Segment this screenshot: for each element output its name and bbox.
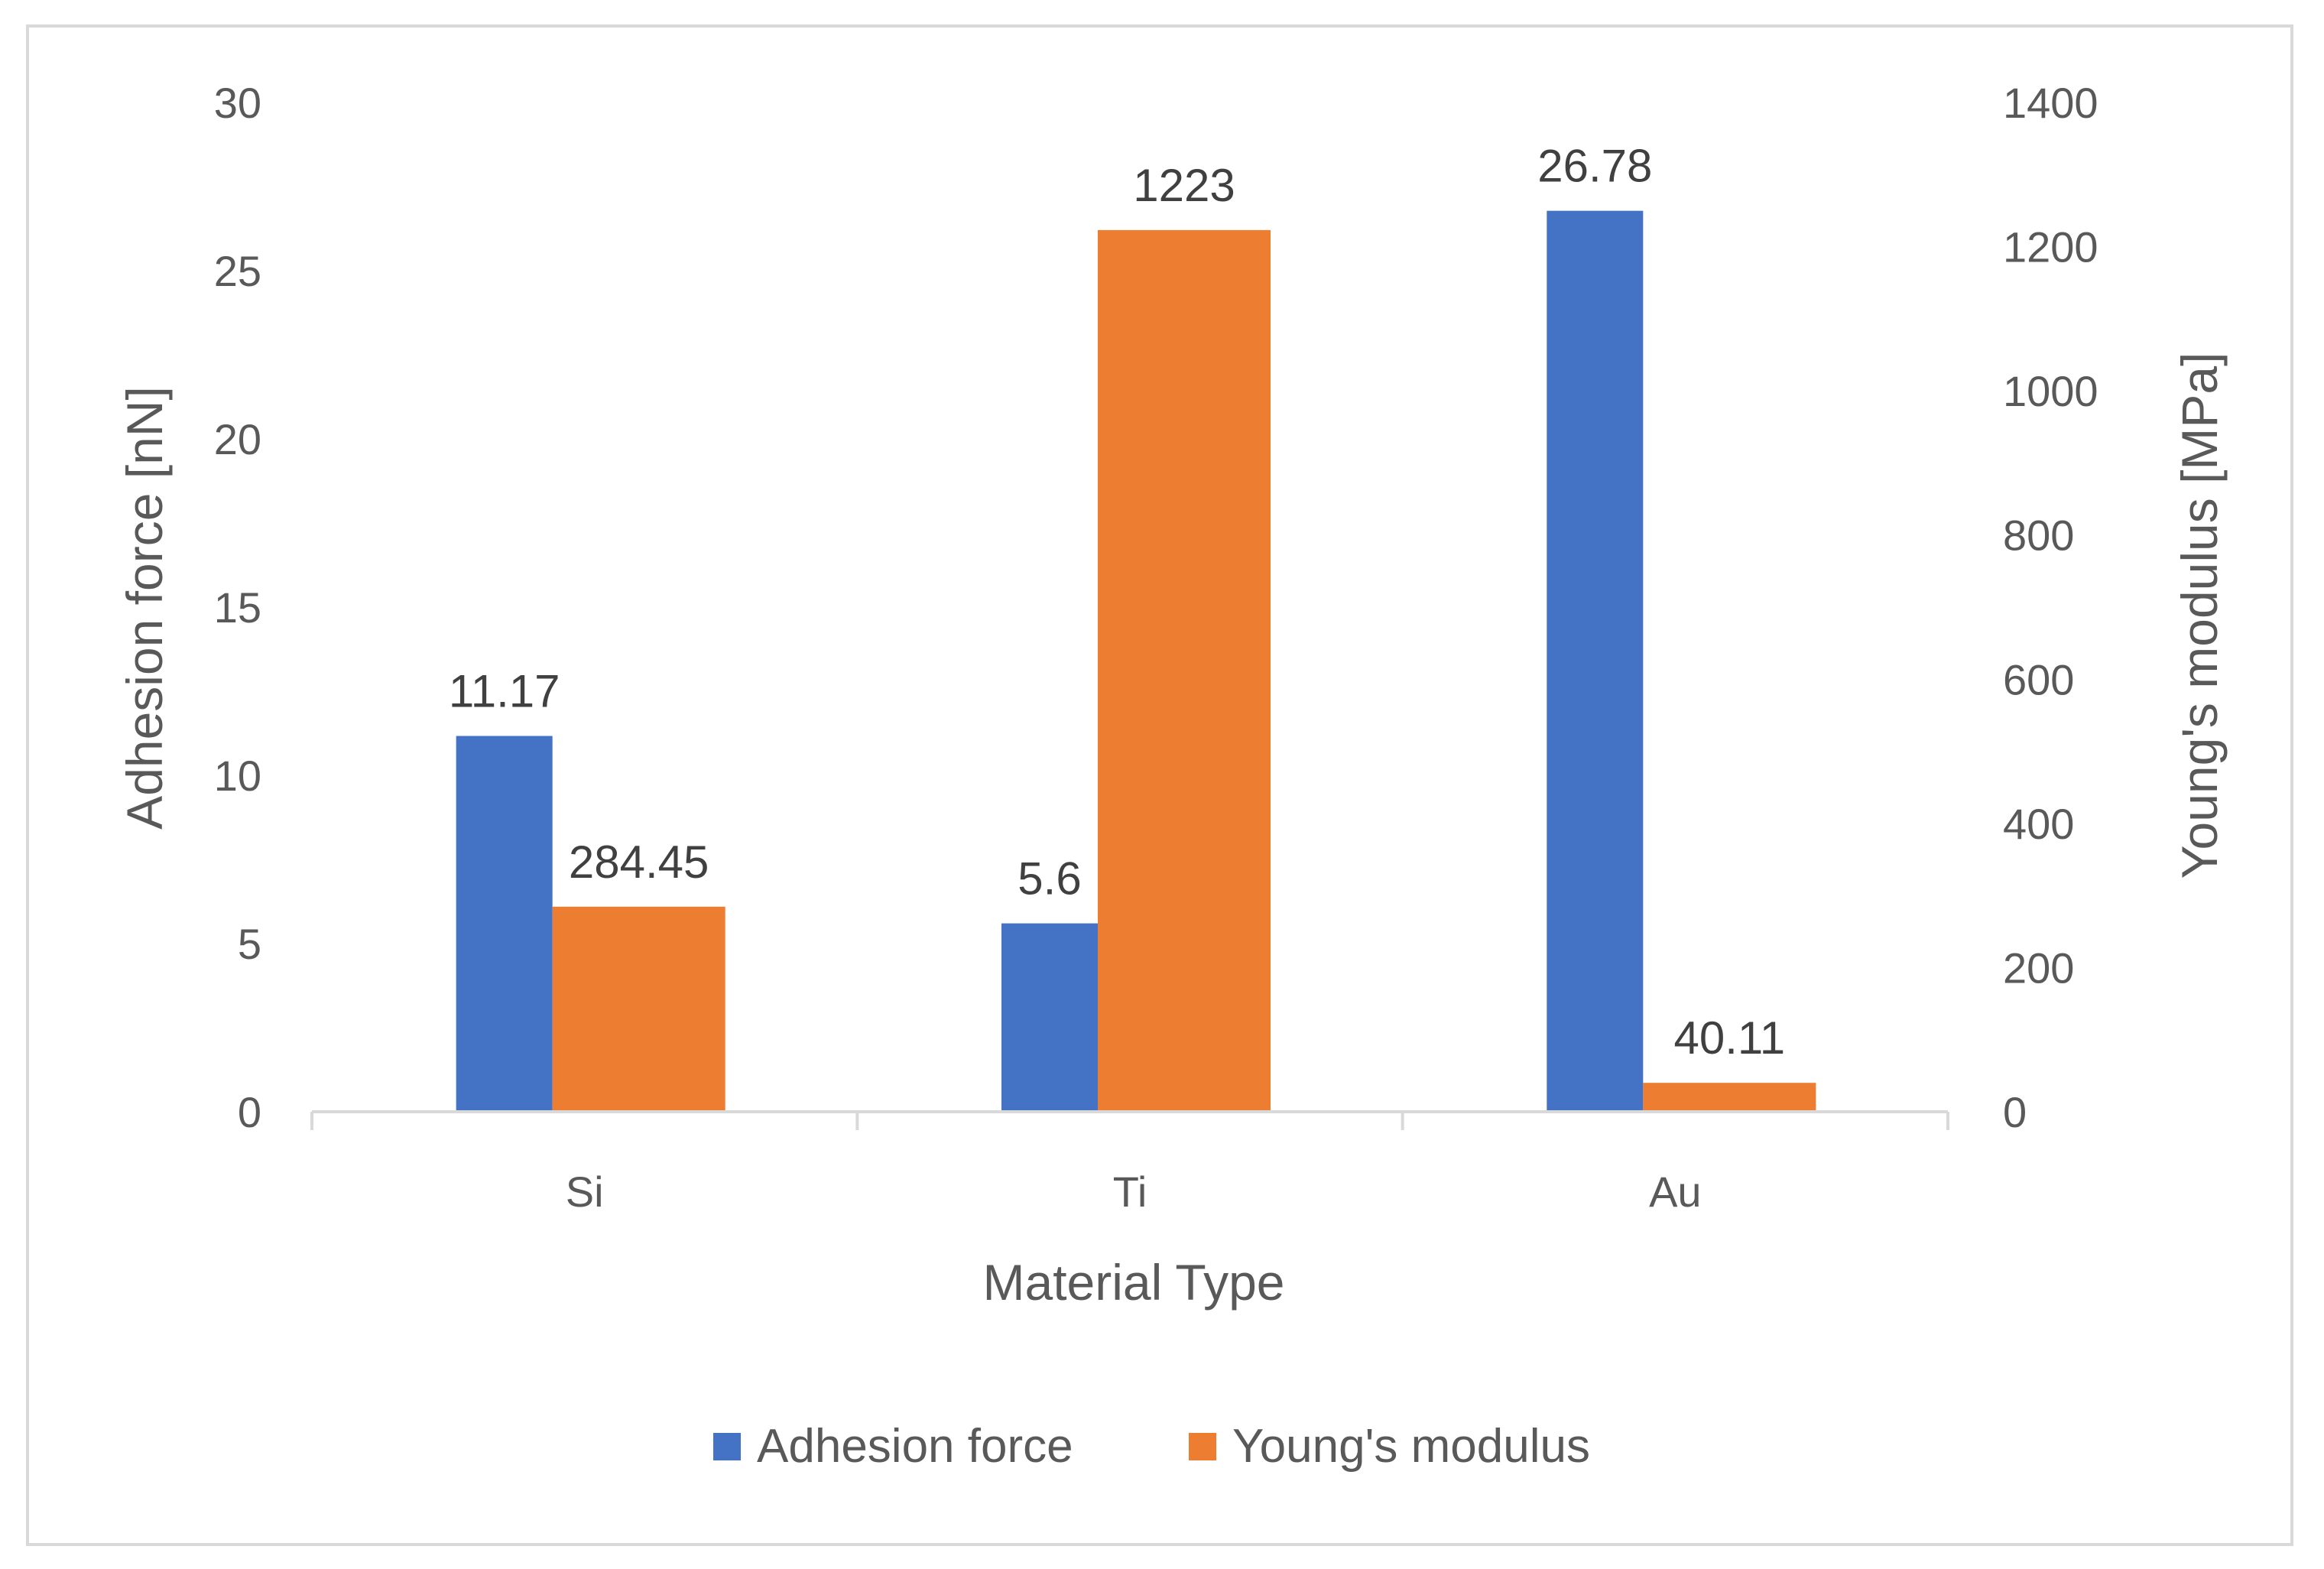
bar-young-s-modulus-au [1643, 1083, 1816, 1112]
y-axis-right-title: Young's modulus [MPa] [2171, 352, 2228, 879]
y-right-tick-label: 1000 [2003, 367, 2098, 415]
data-label-adhesion-force-ti: 5.6 [1018, 853, 1081, 905]
y-right-tick-label: 0 [2003, 1088, 2027, 1136]
legend-swatch-youngs-modulus [1189, 1433, 1216, 1460]
y-right-tick-label: 600 [2003, 655, 2074, 703]
y-left-tick-label: 15 [214, 583, 261, 632]
y-left-tick-label: 25 [214, 247, 261, 295]
data-label-young-s-modulus-ti: 1223 [1133, 160, 1235, 211]
x-axis [310, 1110, 1949, 1130]
x-tick-label-si: Si [566, 1168, 604, 1216]
bar-young-s-modulus-ti [1098, 229, 1271, 1112]
legend: Adhesion force Young's modulus [713, 1420, 1590, 1473]
x-tick-label-au: Au [1649, 1168, 1702, 1216]
legend-swatch-adhesion-force [713, 1433, 741, 1460]
y-right-tick-label: 800 [2003, 512, 2074, 560]
data-label-young-s-modulus-au: 40.11 [1673, 1012, 1785, 1064]
x-axis-title: Material Type [983, 1254, 1285, 1311]
x-axis-ticks: Si Ti Au [566, 1168, 1702, 1216]
legend-label-adhesion-force: Adhesion force [757, 1420, 1073, 1473]
x-tick-label-ti: Ti [1113, 1168, 1147, 1216]
right-axis-ticks: 0 200 400 600 800 1000 1200 1400 [2003, 79, 2098, 1136]
data-label-young-s-modulus-si: 284.45 [569, 836, 709, 888]
legend-label-youngs-modulus: Young's modulus [1232, 1420, 1590, 1473]
y-left-tick-label: 10 [214, 752, 261, 800]
data-label-adhesion-force-au: 26.78 [1537, 141, 1652, 192]
y-axis-left-title: Adhesion force [nN] [116, 386, 173, 830]
data-label-adhesion-force-si: 11.17 [449, 666, 560, 717]
left-axis-ticks: 0 5 10 15 20 25 30 [214, 79, 261, 1136]
data-labels-group: 11.17 284.45 5.6 1223 26.78 40.11 [449, 141, 1785, 1064]
bar-young-s-modulus-si [552, 906, 725, 1112]
bars-group [456, 210, 1816, 1113]
y-right-tick-label: 1400 [2003, 79, 2098, 127]
y-left-tick-label: 30 [214, 79, 261, 127]
y-right-tick-label: 200 [2003, 944, 2074, 992]
y-left-tick-label: 20 [214, 415, 261, 463]
y-right-tick-label: 400 [2003, 800, 2074, 848]
y-left-tick-label: 5 [238, 920, 261, 968]
bar-adhesion-force-au [1547, 210, 1644, 1113]
y-left-tick-label: 0 [238, 1088, 261, 1136]
y-right-tick-label: 1200 [2003, 223, 2098, 271]
bar-adhesion-force-si [456, 736, 553, 1112]
bar-adhesion-force-ti [1001, 923, 1098, 1112]
